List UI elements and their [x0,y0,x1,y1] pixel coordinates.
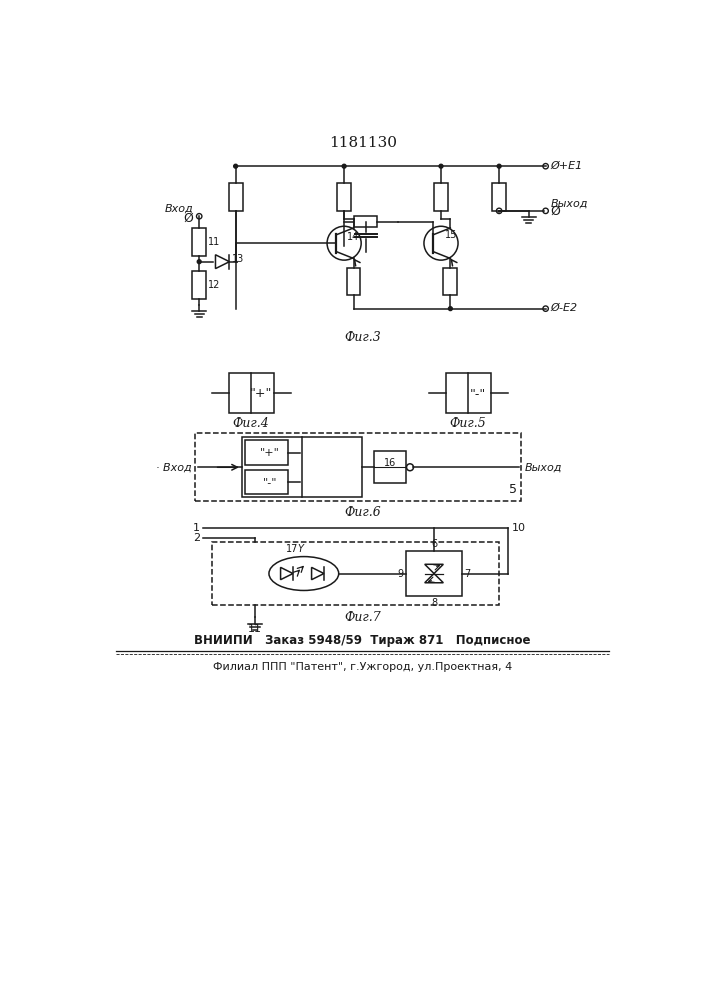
Bar [192,228,206,256]
Text: ВНИИПИ   Заказ 5948/59  Тираж 871   Подписное: ВНИИПИ Заказ 5948/59 Тираж 871 Подписное [194,634,531,647]
Text: Вход: Вход [164,204,193,214]
Bar [434,183,448,211]
Text: Ø: Ø [550,204,560,217]
Bar [354,216,378,227]
Bar [212,542,499,605]
Bar [492,183,506,211]
Text: "-": "-" [263,477,277,487]
Bar [406,551,462,596]
Text: 10: 10 [512,523,525,533]
Text: 5: 5 [509,483,517,496]
Text: Фиг.4: Фиг.4 [233,417,269,430]
Text: 11: 11 [248,624,262,634]
Text: 11: 11 [208,237,220,247]
Text: Филиал ППП "Патент", г.Ужгород, ул.Проектная, 4: Филиал ППП "Патент", г.Ужгород, ул.Проек… [213,662,513,672]
Text: Фиг.6: Фиг.6 [344,506,381,519]
Bar [346,268,361,295]
Bar [228,373,274,413]
Text: 13: 13 [232,254,244,264]
Bar [373,451,406,483]
Bar [228,183,243,211]
Text: 7: 7 [464,569,470,579]
Text: Фиг.3: Фиг.3 [344,331,381,344]
Text: 12: 12 [208,280,220,290]
Circle shape [497,164,501,168]
Bar [242,437,362,497]
Bar [245,470,288,494]
Text: Выход: Выход [550,198,588,208]
Text: Фиг.5: Фиг.5 [450,417,486,430]
Circle shape [342,164,346,168]
Circle shape [197,260,201,264]
Text: 9: 9 [397,569,404,579]
Text: "-": "-" [470,387,486,400]
Text: Y: Y [298,544,304,554]
Bar [443,268,457,295]
Text: Выход: Выход [525,462,562,472]
Bar [337,183,351,211]
Text: Фиг.7: Фиг.7 [344,611,381,624]
Text: "+": "+" [250,387,272,400]
Text: 2: 2 [193,533,200,543]
Bar [195,433,521,501]
Text: 8: 8 [431,598,437,608]
Text: Ø: Ø [183,211,193,224]
Circle shape [234,164,238,168]
Bar [192,271,206,299]
Text: 16: 16 [384,458,396,468]
Text: 1181130: 1181130 [329,136,397,150]
Bar [245,440,288,465]
Text: 14: 14 [347,232,359,242]
Circle shape [448,307,452,311]
Circle shape [439,164,443,168]
Text: Ø-E2: Ø-E2 [550,303,578,313]
Text: · Вход: · Вход [156,462,192,472]
Text: 6: 6 [431,539,437,549]
Text: "+": "+" [260,448,280,458]
Text: 1: 1 [193,523,200,533]
Ellipse shape [269,557,339,590]
Text: Ø+E1: Ø+E1 [550,160,583,170]
Bar [445,373,491,413]
Text: 15: 15 [445,231,457,240]
Text: 17: 17 [286,544,298,554]
